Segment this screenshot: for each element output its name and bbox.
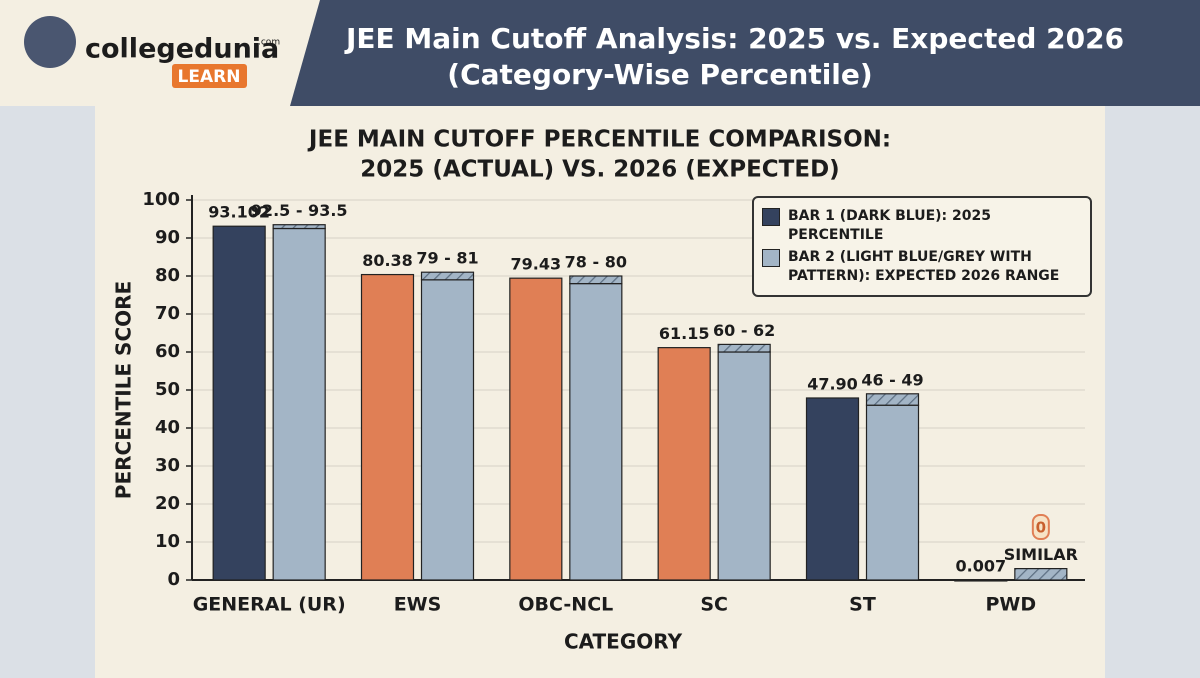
chart-title: 2025 (ACTUAL) VS. 2026 (EXPECTED): [360, 157, 839, 183]
range-base: [717, 351, 771, 581]
y-tick-label: 20: [155, 493, 180, 514]
value-label: 47.90: [807, 374, 858, 393]
y-tick-label: 40: [155, 417, 180, 438]
chart-title: JEE MAIN CUTOFF PERCENTILE COMPARISON:: [307, 127, 891, 153]
bar: [657, 347, 711, 581]
x-axis-label: CATEGORY: [564, 630, 683, 654]
badge: LEARN: [178, 67, 241, 87]
value-label: 46 - 49: [861, 370, 923, 389]
y-tick-label: 80: [155, 265, 180, 286]
y-tick-label: 10: [155, 531, 180, 552]
bar: [509, 277, 563, 581]
legend-label: BAR 1 (DARK BLUE): 2025 PERCENTILE: [788, 208, 991, 243]
legend-item: BAR 2 (LIGHT BLUE/GREY WITH PATTERN): EX…: [762, 248, 1082, 286]
x-tick-label: PWD: [986, 594, 1037, 616]
range-band: [717, 343, 771, 353]
legend-item: BAR 1 (DARK BLUE): 2025 PERCENTILE: [762, 207, 1082, 245]
value-label: 79 - 81: [416, 249, 478, 268]
y-tick-label: 0: [167, 569, 180, 590]
x-tick-label: SC: [700, 594, 728, 616]
right-decor: [1105, 106, 1200, 678]
range-base: [272, 227, 326, 581]
y-axis-label: PERCENTILE SCORE: [112, 281, 136, 499]
x-tick-label: EWS: [394, 594, 442, 616]
range-band: [272, 224, 326, 230]
legend-label: BAR 2 (LIGHT BLUE/GREY WITH PATTERN): EX…: [788, 249, 1060, 284]
legend: BAR 1 (DARK BLUE): 2025 PERCENTILE BAR 2 …: [752, 196, 1092, 297]
bar: [360, 273, 415, 581]
value-label: 0.007: [956, 556, 1007, 575]
range-base: [420, 279, 475, 581]
y-tick-label: 100: [142, 189, 180, 210]
value-label: 80.38: [362, 251, 413, 270]
brand: collegedunia: [85, 34, 279, 65]
x-tick-label: OBC-NCL: [518, 594, 613, 616]
value-label: 79.43: [511, 255, 562, 274]
value-label: 78 - 80: [565, 253, 627, 272]
value-label: 60 - 62: [713, 321, 775, 340]
legend-swatch: [762, 208, 780, 226]
page-subtitle: (Category-Wise Percentile): [447, 58, 872, 91]
x-tick-label: ST: [849, 594, 876, 616]
value-label: 93.102: [208, 203, 270, 222]
legend-swatch: [762, 249, 780, 267]
left-decor: [0, 106, 95, 678]
range-band: [1014, 567, 1068, 581]
y-tick-label: 50: [155, 379, 180, 400]
logo-icon: [24, 16, 76, 68]
bar: [212, 225, 266, 581]
bar: [805, 397, 860, 581]
y-tick-label: 90: [155, 227, 180, 248]
range-band: [420, 271, 475, 281]
range-band: [569, 275, 623, 285]
y-tick-label: 60: [155, 341, 180, 362]
range-base: [569, 283, 623, 581]
y-tick-label: 30: [155, 455, 180, 476]
annotation-badge: [1031, 514, 1050, 540]
annotation: 0: [1036, 519, 1046, 537]
brand-suffix: .com: [258, 38, 280, 48]
range-base: [865, 404, 920, 581]
bar: [954, 579, 1008, 582]
page-title: JEE Main Cutoff Analysis: 2025 vs. Expec…: [344, 22, 1124, 55]
badge-bg: [172, 64, 247, 88]
x-tick-label: GENERAL (UR): [193, 594, 346, 616]
value-label: SIMILAR: [1004, 545, 1078, 564]
range-band: [865, 393, 920, 406]
y-tick-label: 70: [155, 303, 180, 324]
value-label: 61.15: [659, 324, 710, 343]
value-label: 92.5 - 93.5: [251, 201, 348, 220]
